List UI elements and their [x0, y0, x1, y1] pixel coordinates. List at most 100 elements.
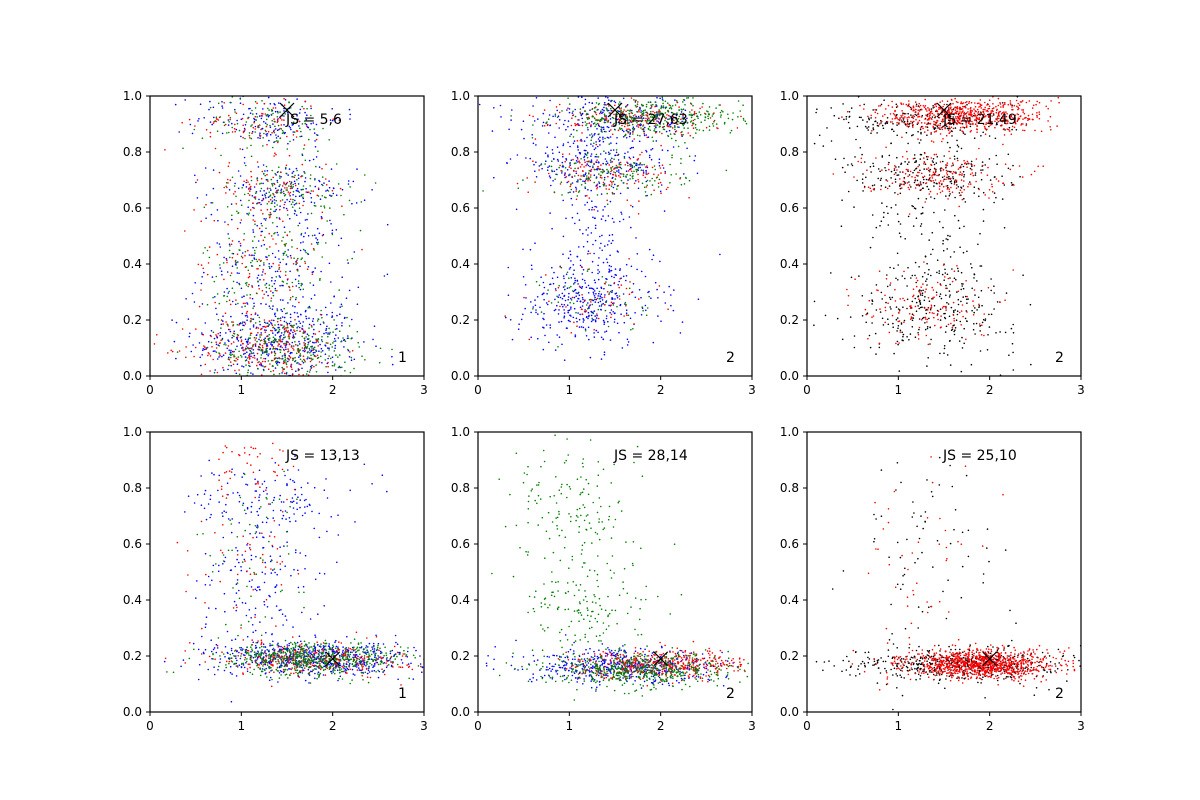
data-point: [603, 121, 606, 124]
data-point: [918, 142, 921, 144]
data-point: [286, 209, 289, 212]
data-point: [620, 179, 623, 182]
data-point: [516, 154, 519, 156]
data-point: [563, 317, 565, 319]
data-point: [915, 168, 917, 170]
data-point: [607, 170, 609, 172]
data-point: [1012, 369, 1015, 371]
data-point: [220, 319, 223, 321]
data-point: [574, 115, 577, 118]
data-point: [321, 167, 323, 170]
data-point: [263, 132, 265, 135]
data-point: [283, 336, 285, 339]
data-point: [260, 203, 262, 206]
data-point: [209, 355, 212, 357]
data-point: [557, 313, 560, 315]
data-point: [872, 165, 875, 167]
data-point: [332, 192, 335, 195]
data-point: [266, 256, 268, 259]
data-point: [327, 361, 329, 364]
data-point: [704, 119, 706, 121]
data-point: [304, 331, 306, 333]
data-point: [946, 127, 949, 130]
data-point: [235, 195, 237, 198]
data-point: [283, 132, 286, 135]
data-point: [591, 299, 593, 301]
data-point: [274, 340, 277, 342]
data-point: [830, 107, 832, 109]
data-point: [933, 304, 936, 307]
data-point: [604, 114, 606, 117]
data-point: [627, 170, 630, 172]
data-point: [587, 176, 590, 179]
data-point: [493, 176, 495, 179]
data-point: [558, 321, 560, 323]
data-point: [209, 131, 212, 134]
data-point: [578, 124, 581, 127]
data-point: [219, 246, 222, 248]
data-point: [966, 250, 968, 253]
data-point: [546, 293, 548, 295]
data-point: [841, 338, 844, 341]
data-point: [868, 118, 870, 121]
data-point: [258, 288, 261, 290]
data-point: [926, 126, 929, 128]
data-point: [615, 166, 617, 169]
data-point: [628, 128, 630, 130]
data-point: [264, 360, 267, 363]
data-point: [915, 310, 918, 313]
data-point: [236, 253, 239, 255]
data-point: [629, 147, 632, 150]
data-point: [971, 309, 973, 312]
data-point: [861, 295, 864, 297]
data-point: [295, 352, 298, 355]
data-point: [586, 144, 588, 147]
data-point: [881, 298, 883, 300]
data-point: [310, 197, 313, 199]
data-point: [254, 357, 256, 359]
data-point: [568, 103, 571, 105]
data-point: [652, 140, 655, 142]
data-point: [235, 360, 237, 362]
data-point: [869, 246, 872, 249]
data-point: [953, 324, 955, 326]
data-point: [553, 309, 556, 312]
data-point: [895, 114, 898, 117]
data-point: [562, 153, 564, 155]
data-point: [219, 116, 221, 118]
data-point: [708, 113, 710, 116]
data-point: [227, 182, 229, 184]
data-point: [890, 308, 892, 310]
data-point: [256, 268, 258, 270]
data-point: [298, 326, 301, 329]
x-tick-label: 0: [474, 383, 482, 397]
data-point: [278, 128, 280, 131]
data-point: [559, 183, 562, 185]
data-point: [1011, 104, 1013, 107]
data-point: [286, 312, 289, 314]
data-point: [626, 187, 629, 189]
data-point: [321, 335, 323, 338]
data-point: [301, 360, 304, 363]
data-point: [598, 182, 601, 184]
data-point: [275, 362, 278, 365]
data-point: [934, 116, 936, 119]
data-point: [295, 296, 298, 299]
data-point: [612, 239, 614, 242]
data-point: [637, 178, 639, 181]
data-point: [273, 313, 276, 316]
data-point: [306, 252, 309, 255]
data-point: [288, 125, 291, 128]
data-point: [713, 119, 716, 122]
data-point: [848, 111, 851, 113]
data-point: [266, 170, 269, 172]
data-point: [610, 304, 612, 306]
data-point: [340, 303, 343, 306]
data-point: [287, 255, 289, 258]
data-point: [606, 110, 609, 112]
data-point: [653, 112, 656, 114]
data-point: [572, 158, 574, 161]
data-point: [699, 107, 701, 110]
data-point: [234, 182, 236, 185]
data-point: [682, 101, 684, 103]
